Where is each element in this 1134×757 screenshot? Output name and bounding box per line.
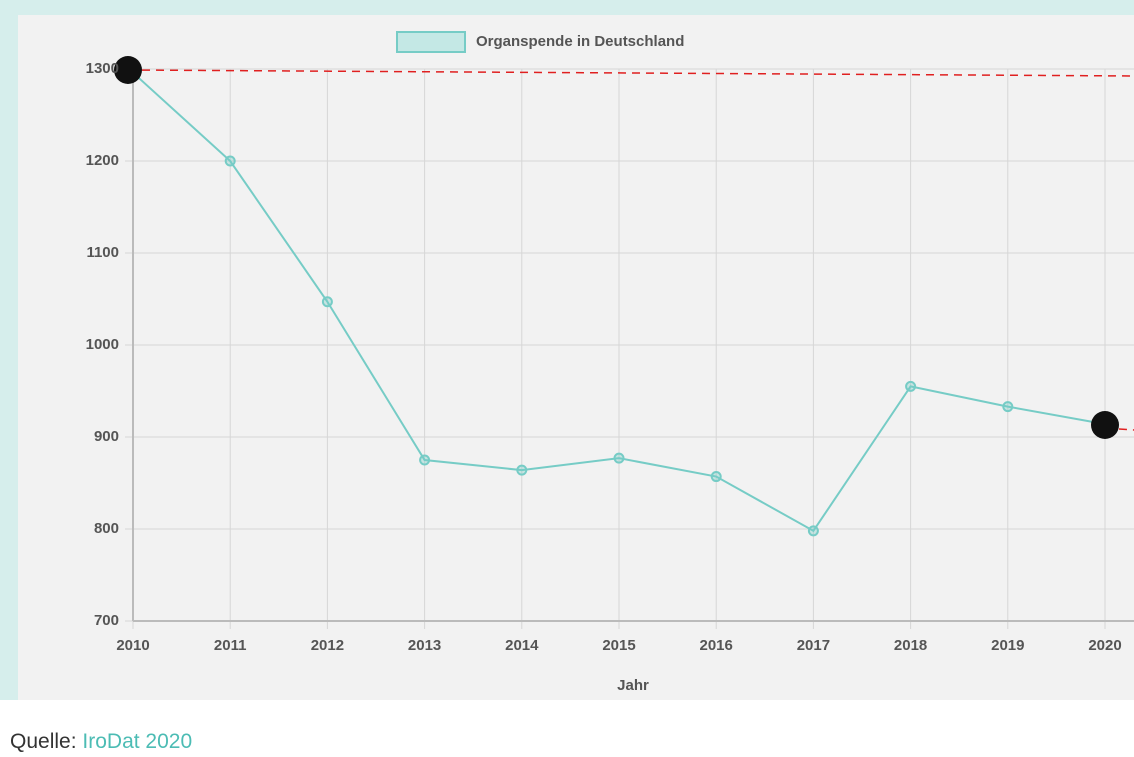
- x-tick-label: 2020: [1088, 637, 1121, 654]
- chart-area: [18, 15, 1134, 700]
- plot: [127, 67, 1111, 537]
- y-tick-label: 1300: [86, 60, 119, 77]
- y-tick-label: 800: [94, 520, 119, 537]
- data-point: [710, 471, 722, 483]
- y-tick-label: 700: [94, 612, 119, 629]
- x-tick-label: 2017: [797, 637, 830, 654]
- x-tick-label: 2010: [116, 637, 149, 654]
- data-line: [132, 71, 1106, 533]
- data-point: [516, 464, 528, 476]
- data-point: [1002, 401, 1014, 413]
- x-axis-label: Jahr: [617, 677, 649, 694]
- x-tick-label: 2014: [505, 637, 539, 654]
- annotation-dot: [1091, 411, 1119, 439]
- data-point: [224, 155, 236, 167]
- y-tick-label: 1000: [86, 336, 119, 353]
- legend-label: Organspende in Deutschland: [476, 33, 684, 50]
- footer: [0, 700, 1134, 757]
- x-tick-label: 2016: [700, 637, 733, 654]
- x-tick-label: 2018: [894, 637, 927, 654]
- legend-swatch: [396, 31, 466, 53]
- data-point: [807, 525, 819, 537]
- data-point: [613, 452, 625, 464]
- y-tick-label: 900: [94, 428, 119, 445]
- data-point: [419, 454, 431, 466]
- x-tick-label: 2015: [602, 637, 635, 654]
- data-point: [905, 380, 917, 392]
- x-tick-label: 2013: [408, 637, 441, 654]
- source-link[interactable]: IroDat 2020: [82, 730, 192, 753]
- data-point: [321, 296, 333, 308]
- source: Quelle: IroDat 2020: [10, 730, 192, 753]
- y-tick-label: 1200: [86, 152, 119, 169]
- y-tick-label: 1100: [86, 244, 119, 261]
- annotation-dot: [114, 56, 142, 84]
- x-tick-label: 2019: [991, 637, 1024, 654]
- x-tick-label: 2011: [214, 637, 247, 654]
- x-tick-label: 2012: [311, 637, 344, 654]
- source-label: Quelle:: [10, 730, 77, 753]
